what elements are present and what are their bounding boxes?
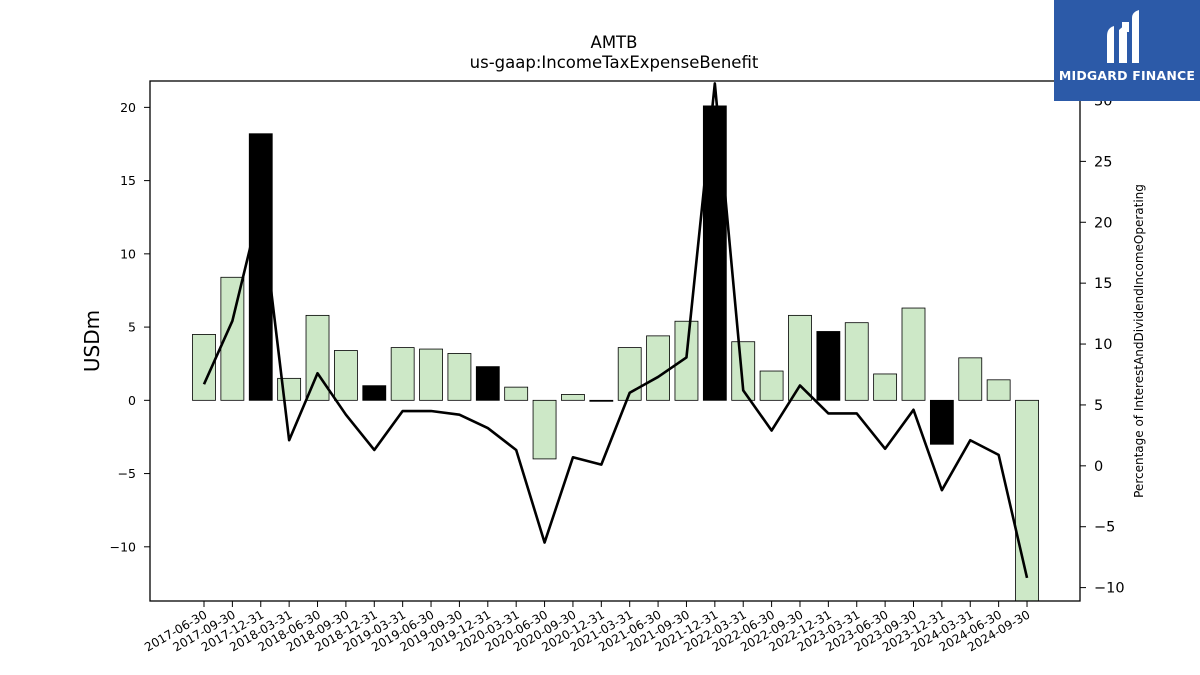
bar-2019-12-31 [475, 366, 500, 401]
bar-2021-03-31 [617, 347, 642, 401]
brand-logo: MIDGARD FINANCE [1054, 0, 1200, 101]
y2-tick-label: 20 [1094, 215, 1112, 231]
bar-2018-09-30 [333, 350, 358, 401]
y2-tick-label: 0 [1094, 459, 1103, 475]
bar-2019-03-31 [390, 347, 415, 401]
brand-name: MIDGARD FINANCE [1058, 68, 1196, 83]
bar-2019-06-30 [419, 348, 443, 401]
y-tick-label: −10 [110, 539, 136, 554]
chart-subtitle: us-gaap:IncomeTaxExpenseBenefit [470, 53, 759, 72]
y2-axis-label: Percentage of InterestAndDividendIncomeO… [1132, 184, 1146, 498]
bar-2017-12-31 [248, 133, 273, 401]
bar-2021-12-31 [702, 105, 727, 401]
bar-2023-12-31 [929, 399, 954, 445]
bar-2021-06-30 [646, 335, 670, 401]
y-tick-label: −5 [118, 466, 136, 481]
bar-2020-12-31 [589, 399, 614, 402]
line-layer [202, 82, 1029, 579]
y-tick-label: 5 [128, 320, 136, 335]
bar-2020-06-30 [532, 399, 557, 460]
bar-2020-09-30 [561, 394, 585, 401]
bars-layer [192, 105, 1039, 601]
bar-2019-09-30 [447, 353, 472, 401]
bar-2024-03-31 [958, 357, 983, 401]
y-tick-label: 10 [120, 246, 136, 261]
bar-2017-09-30 [220, 276, 245, 401]
y2-tick-label: −10 [1094, 581, 1125, 597]
y-tick-label: 0 [128, 393, 136, 408]
bar-2023-03-31 [844, 322, 869, 401]
brand-mark-icon [1107, 10, 1139, 63]
bar-2020-03-31 [504, 386, 529, 401]
y-tick-label: 20 [120, 100, 136, 115]
bar-2024-06-30 [986, 379, 1011, 401]
y-tick-label: 15 [120, 173, 136, 188]
bar-2021-09-30 [674, 320, 699, 401]
plot-frame [149, 80, 1081, 602]
y-axis-label: USDm [80, 310, 104, 372]
bar-2023-06-30 [873, 373, 898, 401]
bar-2018-06-30 [305, 314, 330, 401]
bar-2022-06-30 [759, 370, 784, 401]
y2-tick-label: 5 [1094, 398, 1103, 414]
y2-tick-label: 15 [1094, 276, 1112, 292]
percentage-line [202, 82, 1029, 579]
chart-title: AMTB [591, 33, 638, 52]
bar-2023-09-30 [901, 307, 926, 401]
y2-tick-label: 10 [1094, 337, 1112, 353]
y2-tick-label: 25 [1094, 154, 1112, 170]
bar-2022-12-31 [816, 331, 841, 401]
bar-2018-12-31 [362, 385, 387, 401]
y2-tick-label: −5 [1094, 520, 1115, 536]
bar-2017-06-30 [192, 334, 216, 401]
bar-2022-03-31 [731, 341, 756, 401]
bar-2022-09-30 [788, 314, 812, 401]
